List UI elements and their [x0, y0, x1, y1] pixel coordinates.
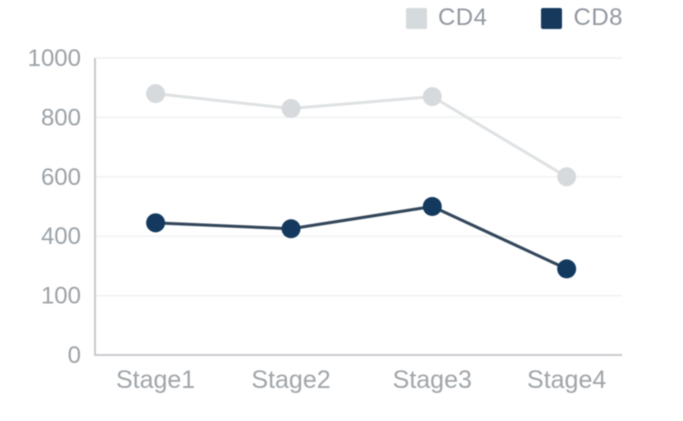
data-point-cd4-stage3 — [422, 87, 442, 107]
legend-swatch-cd8 — [541, 7, 563, 29]
data-point-cd8-stage4 — [557, 259, 577, 279]
y-tick-label: 1000 — [28, 45, 81, 72]
x-category-label: Stage4 — [527, 366, 606, 394]
x-category-label: Stage2 — [251, 366, 330, 394]
y-tick-label: 0 — [68, 342, 81, 369]
data-point-cd8-stage3 — [422, 197, 442, 216]
data-point-cd4-stage4 — [557, 167, 577, 187]
x-category-label: Stage3 — [393, 366, 472, 394]
y-tick-label: 600 — [41, 164, 81, 191]
data-point-cd4-stage2 — [281, 98, 301, 118]
data-point-cd8-stage1 — [146, 213, 166, 233]
x-category-label: Stage1 — [116, 366, 195, 394]
y-tick-label: 400 — [41, 223, 81, 250]
legend-label-cd8: CD8 — [573, 4, 623, 31]
data-point-cd8-stage2 — [281, 219, 301, 239]
series-line-cd8 — [154, 205, 569, 271]
y-tick-label: 100 — [41, 283, 81, 310]
legend-item-cd4: CD4 — [405, 4, 488, 32]
data-point-cd4-stage1 — [146, 84, 166, 104]
series-line-cd4 — [154, 92, 569, 179]
legend-item-cd8: CD8 — [541, 4, 623, 32]
legend-swatch-cd4 — [405, 7, 427, 29]
legend-label-cd4: CD4 — [437, 4, 488, 31]
y-tick-label: 800 — [41, 104, 81, 131]
chart-legend: CD4 CD8 — [405, 4, 623, 32]
